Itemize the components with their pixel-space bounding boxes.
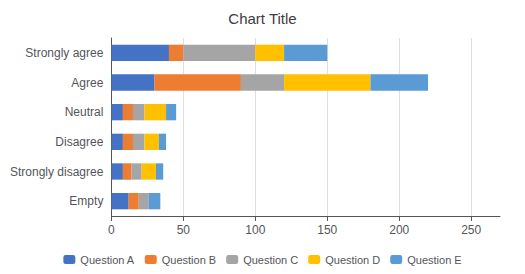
svg-text:Question B: Question B: [162, 254, 216, 266]
svg-text:150: 150: [317, 223, 337, 237]
svg-text:Agree: Agree: [71, 76, 103, 90]
svg-text:Question C: Question C: [243, 254, 298, 266]
svg-text:50: 50: [177, 223, 191, 237]
svg-text:Chart Title: Chart Title: [228, 10, 296, 27]
svg-text:Strongly agree: Strongly agree: [25, 46, 103, 60]
svg-text:0: 0: [108, 223, 115, 237]
svg-text:Empty: Empty: [69, 194, 103, 208]
svg-text:Question E: Question E: [407, 254, 461, 266]
svg-text:Disagree: Disagree: [55, 135, 103, 149]
svg-text:Question D: Question D: [325, 254, 380, 266]
svg-text:250: 250: [461, 223, 481, 237]
svg-text:100: 100: [245, 223, 265, 237]
svg-text:Question A: Question A: [80, 254, 134, 266]
svg-text:200: 200: [389, 223, 409, 237]
svg-text:Strongly disagree: Strongly disagree: [10, 165, 104, 179]
svg-text:Neutral: Neutral: [65, 105, 104, 119]
